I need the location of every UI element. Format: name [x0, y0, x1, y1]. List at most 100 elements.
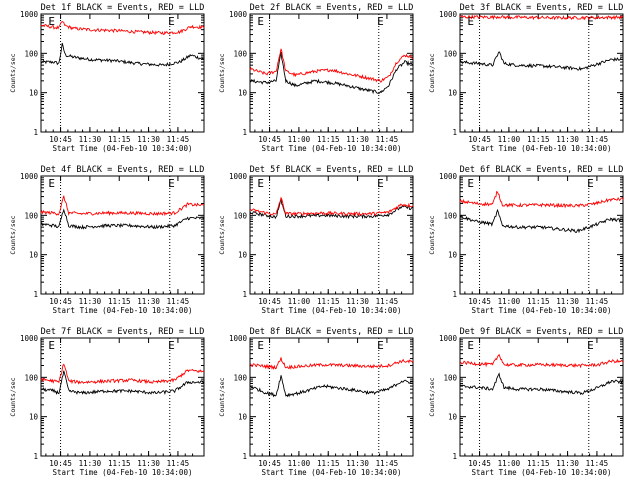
interval-marker-label: E — [587, 15, 594, 28]
x-tick-label: 11:30 — [346, 459, 369, 468]
x-tick-label: 10:45 — [49, 135, 72, 144]
x-axis-label: Start Time (04-Feb-10 10:34:00) — [53, 306, 193, 315]
panel-title: Det 7f BLACK = Events, RED = LLD — [41, 327, 205, 337]
y-tick-label: 1000 — [20, 10, 39, 19]
panel-title: Det 1f BLACK = Events, RED = LLD — [41, 3, 205, 13]
x-tick-label: 11:15 — [527, 135, 550, 144]
interval-marker-label: E — [257, 177, 264, 190]
y-tick-label: 10 — [448, 89, 458, 98]
interval-marker-label: E — [48, 339, 55, 352]
y-axis-label: Counts/sec — [218, 53, 226, 92]
panel-title: Det 2f BLACK = Events, RED = LLD — [250, 3, 414, 13]
x-tick-label: 11:45 — [376, 135, 399, 144]
y-tick-label: 100 — [233, 49, 247, 58]
y-tick-label: 100 — [24, 211, 38, 220]
series-events-line — [40, 42, 205, 67]
panel-det-8: Det 8f BLACK = Events, RED = LLD 1 10 100 10… — [218, 327, 414, 477]
interval-marker-label: E — [48, 177, 55, 190]
y-tick-label: 1000 — [229, 334, 248, 343]
x-tick-label: 11:30 — [346, 135, 369, 144]
y-tick-label: 1000 — [20, 172, 39, 181]
panel-title: Det 9f BLACK = Events, RED = LLD — [460, 327, 624, 337]
axes-frame — [459, 175, 624, 295]
x-tick-label: 11:15 — [317, 135, 340, 144]
series-events-line — [249, 375, 414, 398]
panel-det-2: Det 2f BLACK = Events, RED = LLD 1 10 100 10… — [218, 3, 414, 153]
x-tick-label: 11:00 — [288, 459, 311, 468]
x-tick-label: 11:15 — [108, 297, 131, 306]
y-tick-label: 1000 — [439, 172, 458, 181]
y-tick-label: 1000 — [229, 172, 248, 181]
x-tick-label: 11:45 — [167, 135, 190, 144]
y-tick-label: 1 — [242, 452, 247, 461]
series-lld-line — [459, 353, 624, 369]
y-tick-label: 10 — [238, 251, 248, 260]
interval-marker-label: E — [587, 177, 594, 190]
y-tick-label: 10 — [238, 413, 248, 422]
x-tick-label: 11:30 — [556, 297, 579, 306]
y-tick-label: 1 — [33, 452, 38, 461]
x-tick-label: 11:30 — [79, 459, 102, 468]
x-tick-label: 11:30 — [137, 297, 160, 306]
x-tick-label: 10:45 — [49, 297, 72, 306]
x-axis-label: Start Time (04-Feb-10 10:34:00) — [472, 468, 612, 477]
interval-marker-label: E — [467, 339, 474, 352]
x-tick-label: 11:45 — [167, 459, 190, 468]
x-tick-label: 10:45 — [468, 135, 491, 144]
axes-frame — [459, 13, 624, 133]
y-tick-label: 10 — [29, 89, 39, 98]
series-lld-line — [40, 195, 204, 217]
y-tick-label: 1000 — [439, 10, 458, 19]
y-tick-label: 1 — [452, 128, 457, 137]
x-axis-label: Start Time (04-Feb-10 10:34:00) — [53, 468, 193, 477]
x-tick-label: 10:45 — [258, 135, 281, 144]
panel-title: Det 4f BLACK = Events, RED = LLD — [41, 165, 205, 175]
interval-marker-label: E — [587, 339, 594, 352]
y-tick-label: 1 — [33, 128, 38, 137]
x-tick-label: 11:15 — [317, 297, 340, 306]
x-tick-label: 10:45 — [258, 459, 281, 468]
y-tick-label: 100 — [233, 211, 247, 220]
x-tick-label: 10:45 — [258, 297, 281, 306]
y-axis-label: Counts/sec — [9, 215, 17, 254]
x-tick-label: 11:45 — [376, 459, 399, 468]
y-tick-label: 1 — [452, 452, 457, 461]
y-tick-label: 10 — [448, 413, 458, 422]
y-axis-label: Counts/sec — [218, 377, 226, 416]
y-tick-label: 100 — [24, 49, 38, 58]
y-tick-label: 100 — [443, 211, 457, 220]
x-tick-label: 11:15 — [527, 297, 550, 306]
y-tick-label: 1 — [452, 290, 457, 299]
series-events-line — [459, 51, 624, 71]
series-events-line — [459, 372, 624, 396]
y-axis-label: Counts/sec — [218, 215, 226, 254]
y-tick-label: 100 — [233, 373, 247, 382]
y-tick-label: 1000 — [439, 334, 458, 343]
series-events-line — [249, 199, 414, 220]
y-tick-label: 1000 — [229, 10, 248, 19]
y-tick-label: 100 — [443, 373, 457, 382]
x-tick-label: 11:45 — [376, 297, 399, 306]
x-tick-label: 11:15 — [317, 459, 340, 468]
x-tick-label: 11:00 — [288, 297, 311, 306]
y-tick-label: 1000 — [20, 334, 39, 343]
x-tick-label: 11:00 — [498, 297, 521, 306]
x-axis-label: Start Time (04-Feb-10 10:34:00) — [262, 306, 402, 315]
interval-marker-label: E — [48, 15, 55, 28]
x-axis-label: Start Time (04-Feb-10 10:34:00) — [472, 306, 612, 315]
x-tick-label: 11:30 — [79, 135, 102, 144]
y-tick-label: 1 — [33, 290, 38, 299]
x-tick-label: 11:30 — [346, 297, 369, 306]
panel-title: Det 6f BLACK = Events, RED = LLD — [460, 165, 624, 175]
y-tick-label: 10 — [238, 89, 248, 98]
panel-title: Det 3f BLACK = Events, RED = LLD — [460, 3, 624, 13]
x-tick-label: 11:00 — [498, 459, 521, 468]
interval-marker-label: E — [168, 339, 175, 352]
y-tick-label: 1 — [242, 290, 247, 299]
axes-frame — [40, 175, 205, 295]
y-tick-label: 10 — [29, 413, 39, 422]
x-tick-label: 11:45 — [586, 297, 609, 306]
interval-marker-label: E — [257, 339, 264, 352]
y-tick-label: 100 — [24, 373, 38, 382]
